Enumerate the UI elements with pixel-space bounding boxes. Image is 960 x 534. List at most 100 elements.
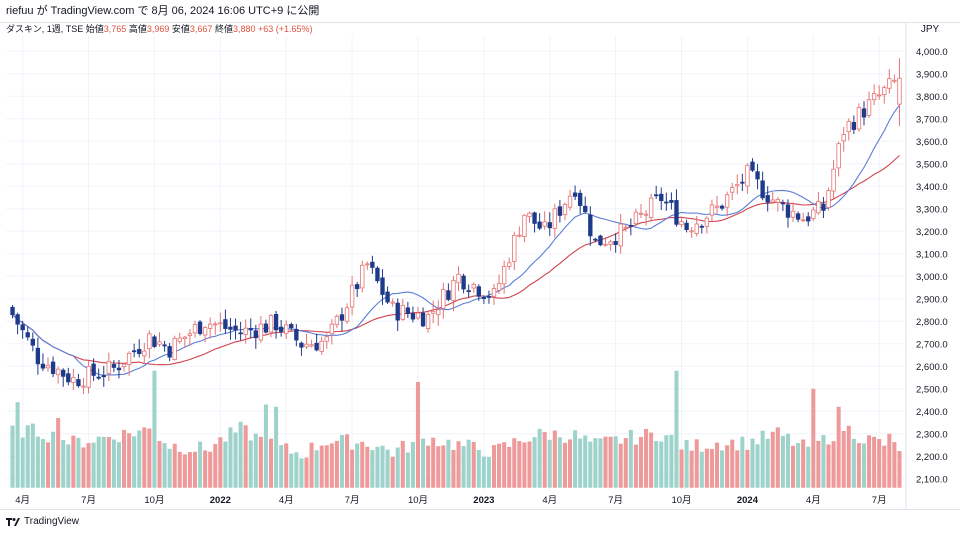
chart-frame[interactable] (0, 22, 960, 510)
volume-bar (182, 454, 187, 488)
candle-body (643, 213, 649, 216)
footer-brand[interactable]: TradingView (6, 514, 79, 530)
x-tick-label: 10月 (671, 495, 691, 506)
candle-body (699, 225, 704, 228)
candle-body (238, 332, 243, 335)
candle-body (527, 212, 532, 217)
y-tick-label: 2,500.0 (916, 384, 948, 395)
volume-bar (81, 447, 86, 488)
ma-fast-line (12, 104, 900, 376)
candle-body (334, 315, 340, 326)
candle-body (567, 195, 573, 208)
volume-bar (801, 439, 806, 488)
volume-bar (760, 430, 765, 488)
y-tick-label: 4,000.0 (916, 47, 948, 58)
candle-body (522, 214, 527, 238)
volume-bar (542, 432, 547, 488)
volume-bar (537, 428, 542, 488)
volume-bar (385, 449, 390, 488)
volume-bar (415, 382, 421, 488)
candle-body (887, 78, 892, 89)
volume-bar (127, 433, 132, 488)
volume-bar (892, 442, 897, 488)
volume-bar (345, 434, 350, 488)
volume-bar (573, 430, 578, 488)
candle-body (684, 222, 689, 230)
y-tick-label: 3,900.0 (916, 69, 948, 80)
volume-bar (841, 430, 846, 488)
candle-body (208, 323, 213, 329)
volume-bar (532, 437, 537, 488)
candle-body (755, 171, 760, 180)
volume-bar (517, 441, 522, 488)
candle-body (724, 194, 730, 208)
volume-bar (755, 444, 760, 488)
volume-bar (375, 446, 380, 488)
candle-body (512, 234, 517, 262)
candle-body (25, 332, 30, 338)
volume-bar (122, 429, 127, 488)
candle-body (213, 323, 218, 326)
candle-body (714, 205, 720, 208)
volume-bar (76, 437, 81, 488)
volume-bar (187, 452, 192, 488)
volume-bar (785, 433, 790, 488)
candle-body (572, 192, 578, 197)
volume-bar (162, 443, 167, 488)
volume-bar (106, 437, 111, 488)
candle-body (319, 340, 324, 352)
volume-bar (679, 449, 684, 488)
candle-body (496, 282, 502, 291)
volume-bar (704, 448, 709, 488)
volume-bar (730, 439, 735, 488)
candle-body (816, 201, 821, 214)
candle-body (608, 241, 613, 245)
volume-bar (431, 437, 436, 488)
candle-body (826, 190, 831, 208)
volume-bar (887, 433, 892, 488)
y-tick-label: 2,600.0 (916, 362, 948, 373)
candle-body (202, 327, 208, 336)
volume-bar (684, 439, 689, 488)
volume-bar (867, 435, 872, 488)
candle-body (664, 201, 669, 204)
candle-body (598, 235, 603, 246)
volume-bar (461, 446, 466, 488)
candle-body (66, 373, 71, 383)
candle-body (106, 360, 112, 374)
x-tick-label: 4月 (806, 495, 821, 506)
volume-bar (10, 425, 15, 488)
volume-bar (314, 450, 319, 488)
volume-bar (339, 434, 344, 488)
candle-body (562, 203, 568, 215)
volume-bar (258, 436, 263, 488)
candle-body (704, 217, 710, 227)
legend-symbol[interactable]: ダスキン, 1週, TSE (6, 24, 84, 34)
candle-body (116, 367, 122, 371)
volume-bar (552, 430, 557, 488)
x-tick-label: 7月 (872, 495, 887, 506)
currency-label[interactable]: JPY (920, 24, 940, 35)
volume-bar (816, 440, 821, 488)
volume-bar (365, 446, 370, 488)
candle-body (304, 343, 309, 348)
volume-bar (486, 457, 491, 488)
volume-bar (740, 436, 745, 488)
volume-bar (720, 450, 725, 488)
candle-body (719, 205, 725, 209)
candle-body (547, 222, 552, 229)
y-tick-label: 2,700.0 (916, 339, 948, 350)
legend-close-label: 終値 (214, 24, 233, 34)
candle-body (831, 168, 836, 192)
candle-body (436, 309, 441, 316)
volume-bar (618, 443, 623, 488)
x-tick-label: 2022 (210, 495, 231, 506)
candle-body (354, 284, 360, 290)
candle-body (476, 286, 481, 297)
volume-bar (101, 436, 106, 488)
volume-bar (400, 440, 405, 488)
volume-bar (522, 442, 527, 488)
ma-slow-line (12, 154, 900, 366)
candle-body (96, 376, 101, 379)
